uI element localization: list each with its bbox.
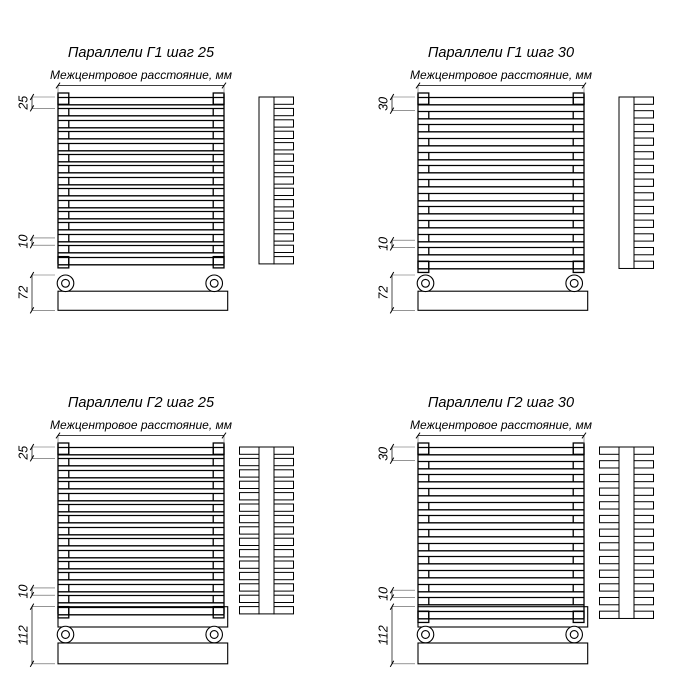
svg-text:Параллели Г1 шаг 25: Параллели Г1 шаг 25 xyxy=(68,45,215,61)
svg-text:30: 30 xyxy=(376,447,390,461)
svg-text:112: 112 xyxy=(16,625,30,645)
svg-text:Параллели Г2 шаг 30: Параллели Г2 шаг 30 xyxy=(428,395,574,411)
svg-text:Параллели Г2 шаг 25: Параллели Г2 шаг 25 xyxy=(68,395,215,411)
svg-text:72: 72 xyxy=(376,286,390,300)
svg-text:10: 10 xyxy=(16,585,30,599)
svg-text:Межцентровое расстояние, мм: Межцентровое расстояние, мм xyxy=(410,418,592,432)
svg-text:25: 25 xyxy=(16,96,30,111)
svg-text:Межцентровое расстояние, мм: Межцентровое расстояние, мм xyxy=(50,418,232,432)
svg-text:10: 10 xyxy=(16,235,30,249)
svg-text:30: 30 xyxy=(376,97,390,111)
svg-text:Межцентровое расстояние, мм: Межцентровое расстояние, мм xyxy=(50,68,232,82)
svg-text:Параллели Г1 шаг 30: Параллели Г1 шаг 30 xyxy=(428,45,574,61)
svg-text:112: 112 xyxy=(376,625,390,645)
svg-text:25: 25 xyxy=(16,446,30,461)
svg-text:10: 10 xyxy=(376,587,390,601)
svg-text:72: 72 xyxy=(16,286,30,300)
svg-text:Межцентровое расстояние, мм: Межцентровое расстояние, мм xyxy=(410,68,592,82)
svg-text:10: 10 xyxy=(376,237,390,251)
